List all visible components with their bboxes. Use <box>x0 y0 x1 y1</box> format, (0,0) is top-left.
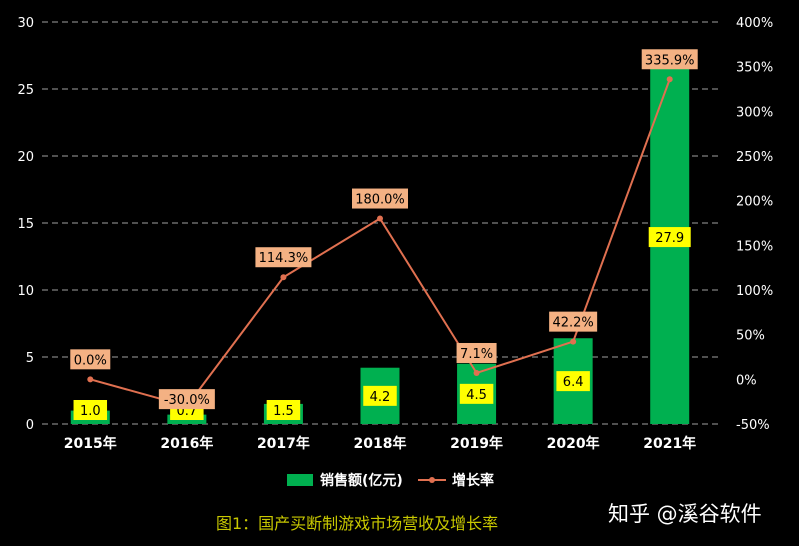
gridlines <box>42 21 718 425</box>
y-left-tick-label: 25 <box>17 83 34 98</box>
growth-value-label-bg <box>255 247 312 268</box>
x-tick-label: 2019年 <box>450 435 503 452</box>
bar-value-label: 4.5 <box>466 388 487 403</box>
growth-value-label-bg <box>641 49 698 70</box>
x-axis: 2015年 2016年 2017年 2018年 2019年 2020年 2021年 <box>64 435 696 452</box>
growth-value-label-bg <box>549 311 598 332</box>
growth-value-label-bg <box>456 342 497 363</box>
y-right-tick-label: 0% <box>736 373 757 388</box>
y-left-tick-label: 5 <box>26 351 34 366</box>
x-tick-label: 2016年 <box>160 435 213 452</box>
growth-value-label: 42.2% <box>552 316 593 331</box>
growth-value-label: 114.3% <box>259 251 309 266</box>
growth-value-label: 0.0% <box>74 353 107 368</box>
growth-point <box>87 376 94 383</box>
y-right-tick-label: 150% <box>736 239 773 254</box>
growth-point <box>570 338 577 345</box>
bar-value-label: 4.2 <box>370 390 391 405</box>
y-axis-right: -50% 0% 50% 100% 150% 200% 250% 300% 350% 400% <box>736 16 773 433</box>
y-right-tick-label: 50% <box>736 329 765 344</box>
data-labels: 1.0 0.7 1.54.2 4.56.427.90.0%-30.0%114.3%18… <box>70 49 698 420</box>
bar-value-label-bg <box>459 383 494 404</box>
growth-value-label: 180.0% <box>355 193 405 208</box>
growth-point <box>377 215 383 222</box>
legend-line-marker <box>429 477 435 483</box>
growth-value-label-bg <box>158 389 215 410</box>
bar-value-label-bg <box>648 227 691 248</box>
y-right-tick-label: 250% <box>736 150 773 165</box>
y-axis-left: 0 5 10 15 20 25 30 <box>17 16 34 433</box>
y-right-tick-label: 200% <box>736 195 773 210</box>
watermark: 知乎 @溪谷软件 <box>608 502 762 526</box>
bar-value-label: 27.9 <box>655 231 684 246</box>
growth-point <box>280 274 287 281</box>
y-left-tick-label: 10 <box>17 284 34 299</box>
legend-bar-label: 销售额(亿元) <box>320 472 403 489</box>
legend-line-label: 增长率 <box>452 472 494 489</box>
figure-caption: 图1：国产买断制游戏市场营收及增长率 <box>216 514 499 533</box>
growth-point <box>473 369 480 376</box>
x-tick-label: 2018年 <box>354 435 407 452</box>
bar-value-label: 1.5 <box>273 404 294 419</box>
x-tick-label: 2015年 <box>64 435 117 452</box>
y-right-tick-label: -50% <box>736 418 770 433</box>
growth-value-label: 335.9% <box>645 53 695 68</box>
y-right-tick-label: 350% <box>736 61 773 76</box>
bar-value-label-bg <box>73 400 108 420</box>
y-left-tick-label: 20 <box>17 150 34 165</box>
y-right-tick-label: 100% <box>736 284 773 299</box>
legend: 销售额(亿元) 增长率 <box>287 472 494 489</box>
bar-value-label-bg <box>556 371 590 392</box>
bar-value-label-bg <box>266 400 301 420</box>
y-left-tick-label: 15 <box>17 217 34 232</box>
growth-point <box>666 76 673 83</box>
bar-value-label: 1.0 <box>80 404 101 419</box>
growth-value-label-bg <box>70 349 111 370</box>
growth-value-label: -30.0% <box>164 393 210 408</box>
y-right-tick-label: 300% <box>736 105 773 120</box>
y-left-tick-label: 0 <box>26 418 34 433</box>
y-left-tick-label: 30 <box>17 16 34 31</box>
growth-value-label-bg <box>352 188 408 209</box>
bar-value-label: 6.4 <box>563 375 584 390</box>
bar-series <box>70 50 690 424</box>
x-tick-label: 2020年 <box>547 435 600 452</box>
bar-value-label-bg <box>363 385 397 406</box>
growth-value-label: 7.1% <box>460 347 493 362</box>
x-tick-label: 2017年 <box>257 435 310 452</box>
y-right-tick-label: 400% <box>736 16 773 31</box>
legend-bar-swatch <box>287 474 313 486</box>
x-tick-label: 2021年 <box>643 435 696 452</box>
